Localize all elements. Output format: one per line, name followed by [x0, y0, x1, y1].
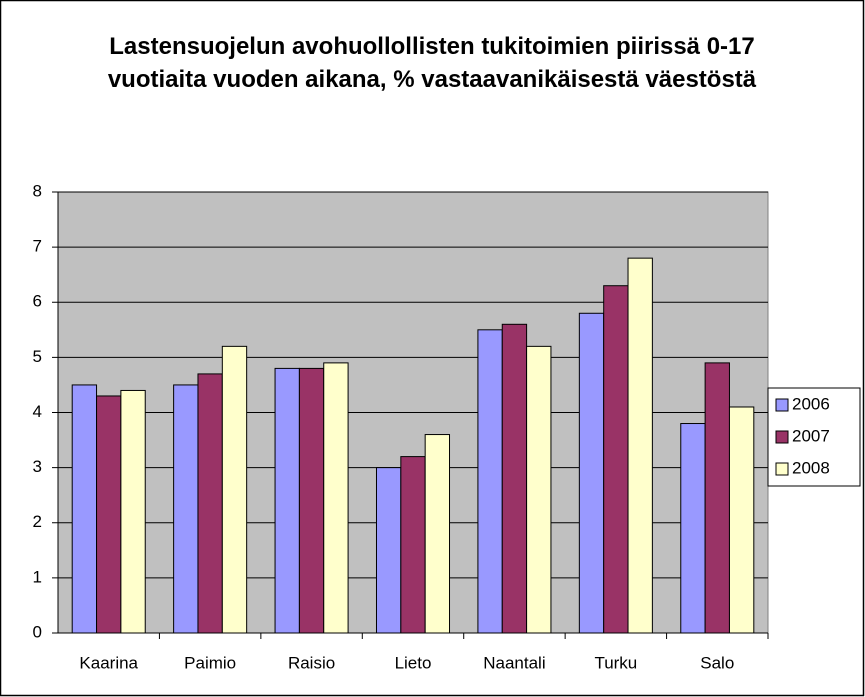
legend-label: 2006	[792, 394, 830, 413]
bar	[603, 285, 629, 634]
y-tick-label: 1	[33, 567, 42, 586]
bar	[704, 362, 730, 634]
bar	[197, 373, 223, 634]
chart-title: Lastensuojelun avohuollollisten tukitoim…	[107, 33, 757, 93]
legend-label: 2007	[792, 426, 830, 445]
bar	[680, 423, 706, 634]
x-tick-label: Turku	[594, 653, 637, 672]
bar	[298, 367, 325, 634]
bar	[375, 467, 402, 634]
bar	[173, 384, 199, 634]
legend-swatch	[775, 462, 789, 476]
bar	[221, 345, 248, 634]
bar	[627, 257, 653, 634]
y-tick-label: 4	[33, 402, 42, 421]
bar	[501, 323, 528, 634]
bar	[578, 312, 605, 634]
bar	[477, 329, 503, 634]
x-tick-label: Paimio	[184, 653, 236, 672]
bar	[526, 345, 552, 634]
bar	[400, 456, 426, 634]
legend-swatch	[775, 398, 789, 412]
y-tick-label: 3	[33, 457, 42, 476]
y-tick-label: 5	[33, 347, 42, 366]
bar	[120, 389, 146, 634]
legend-label: 2008	[792, 458, 830, 477]
bar	[71, 384, 98, 634]
y-tick-label: 7	[33, 237, 42, 256]
y-tick-label: 2	[33, 512, 42, 531]
legend-swatch	[775, 430, 789, 444]
y-tick-label: 8	[33, 181, 42, 200]
bar	[96, 395, 122, 634]
bar	[274, 367, 300, 634]
bar	[323, 362, 349, 634]
x-tick-label: Lieto	[395, 653, 432, 672]
x-tick-label: Naantali	[483, 653, 545, 672]
bar	[728, 406, 755, 634]
x-tick-label: Raisio	[288, 653, 335, 672]
bar	[424, 434, 451, 634]
x-tick-label: Kaarina	[79, 653, 138, 672]
x-tick-label: Salo	[700, 653, 734, 672]
y-tick-label: 0	[33, 622, 42, 641]
y-tick-label: 6	[33, 292, 42, 311]
